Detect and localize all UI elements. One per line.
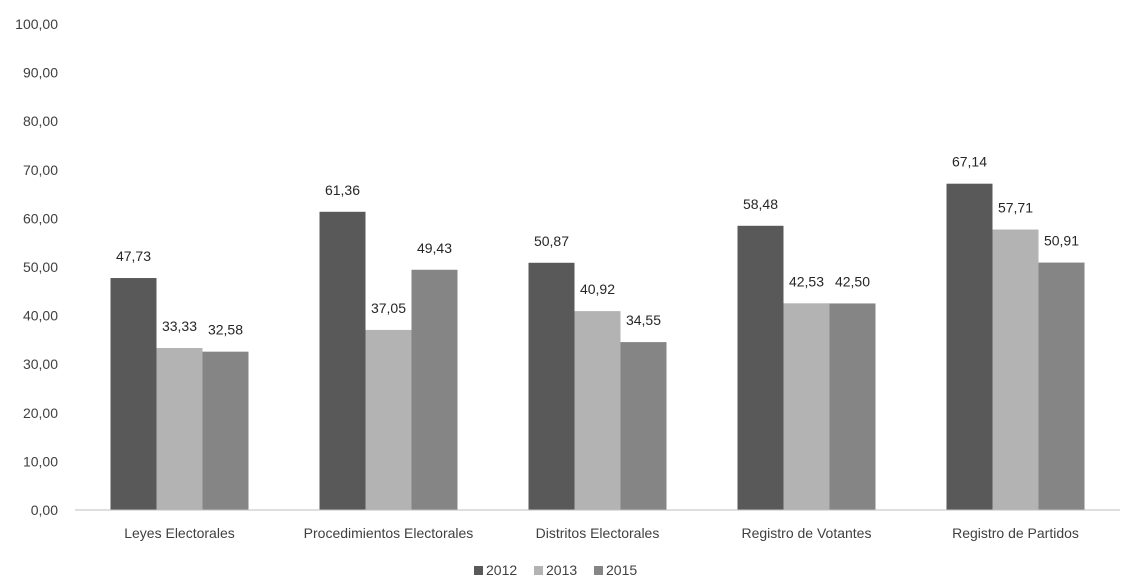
bar-2012 xyxy=(528,262,575,510)
data-label: 67,14 xyxy=(952,154,987,170)
data-label: 42,53 xyxy=(789,273,824,289)
bar-2013 xyxy=(574,311,621,510)
x-category-label: Distritos Electorales xyxy=(536,525,660,541)
bar-2013 xyxy=(156,348,203,510)
data-label: 33,33 xyxy=(162,318,197,334)
x-category-label: Registro de Partidos xyxy=(952,525,1079,541)
legend: 2012 2013 2015 xyxy=(474,562,637,578)
data-label: 49,43 xyxy=(417,240,452,256)
bar-2012 xyxy=(946,183,993,511)
data-label: 47,73 xyxy=(116,248,151,264)
legend-label: 2013 xyxy=(546,562,577,578)
y-tick-label: 20,00 xyxy=(23,405,58,421)
data-label: 34,55 xyxy=(626,312,661,328)
data-label: 57,71 xyxy=(998,200,1033,216)
y-tick-label: 0,00 xyxy=(31,502,58,518)
x-category-label: Leyes Electorales xyxy=(124,525,235,541)
y-tick-label: 80,00 xyxy=(23,113,58,129)
data-label: 37,05 xyxy=(371,300,406,316)
bar-2013 xyxy=(365,329,412,510)
bars: 47,73 61,36 50,87 58,48 67,14 33,33 37,05 40,92… xyxy=(110,154,1085,511)
bar-2015 xyxy=(202,351,249,510)
y-tick-label: 70,00 xyxy=(23,162,58,178)
y-tick-label: 50,00 xyxy=(23,259,58,275)
bar-2012 xyxy=(110,278,157,510)
bar-2012 xyxy=(737,225,784,510)
x-category-label: Procedimientos Electorales xyxy=(304,525,474,541)
y-tick-label: 30,00 xyxy=(23,356,58,372)
y-tick-label: 40,00 xyxy=(23,308,58,324)
y-tick-label: 10,00 xyxy=(23,453,58,469)
legend-swatch-2012 xyxy=(474,566,483,575)
bar-2015 xyxy=(411,269,458,510)
y-tick-label: 90,00 xyxy=(23,65,58,81)
y-tick-label: 100,00 xyxy=(15,16,58,32)
legend-swatch-2015 xyxy=(594,566,603,575)
data-label: 42,50 xyxy=(835,273,870,289)
data-label: 61,36 xyxy=(325,182,360,198)
legend-label: 2015 xyxy=(606,562,637,578)
bar-2013 xyxy=(992,229,1039,510)
legend-label: 2012 xyxy=(486,562,517,578)
data-label: 58,48 xyxy=(743,196,778,212)
y-tick-label: 60,00 xyxy=(23,210,58,226)
bar-2012 xyxy=(319,211,366,510)
x-axis: Leyes Electorales Procedimientos Electora… xyxy=(75,509,1120,541)
bar-2013 xyxy=(783,303,830,510)
y-axis: 0,00 10,00 20,00 30,00 40,00 50,00 60,00 70,00 8… xyxy=(15,16,58,518)
x-category-label: Registro de Votantes xyxy=(742,525,872,541)
data-label: 50,91 xyxy=(1044,233,1079,249)
data-label: 40,92 xyxy=(580,281,615,297)
bar-2015 xyxy=(620,342,667,510)
data-label: 50,87 xyxy=(534,233,569,249)
data-label: 32,58 xyxy=(208,322,243,338)
bar-2015 xyxy=(1038,262,1085,510)
legend-swatch-2013 xyxy=(534,566,543,575)
bar-2015 xyxy=(829,303,876,510)
